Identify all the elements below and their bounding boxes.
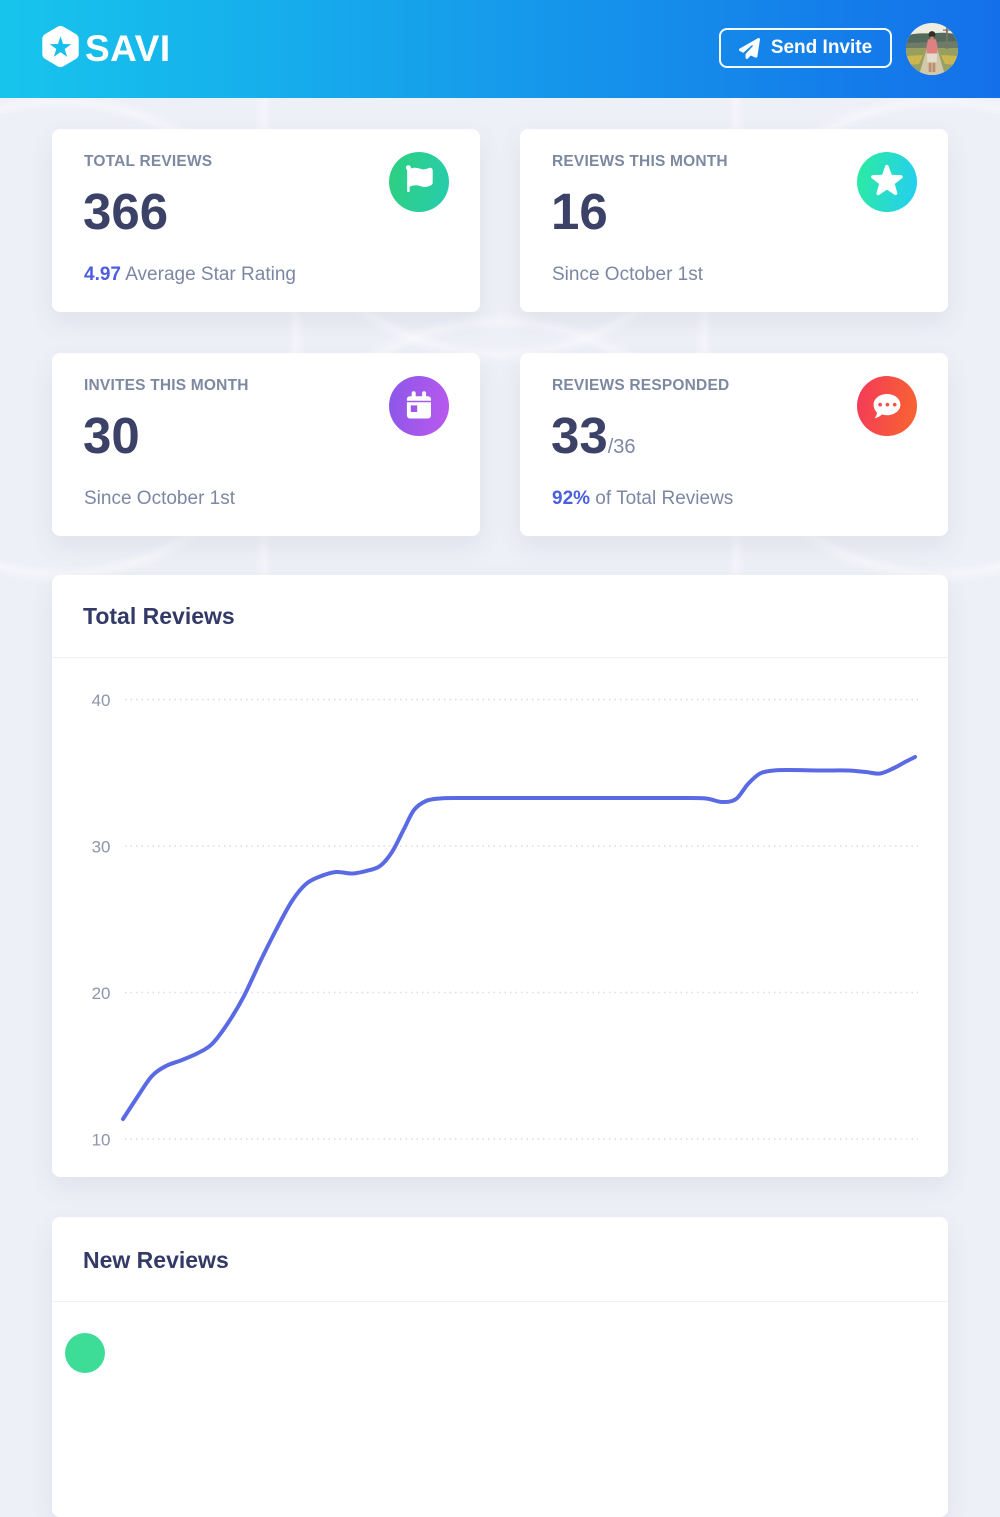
svg-text:30: 30	[92, 838, 111, 857]
svg-text:20: 20	[92, 984, 111, 1003]
svg-text:40: 40	[92, 691, 111, 710]
svg-text:10: 10	[92, 1131, 111, 1150]
